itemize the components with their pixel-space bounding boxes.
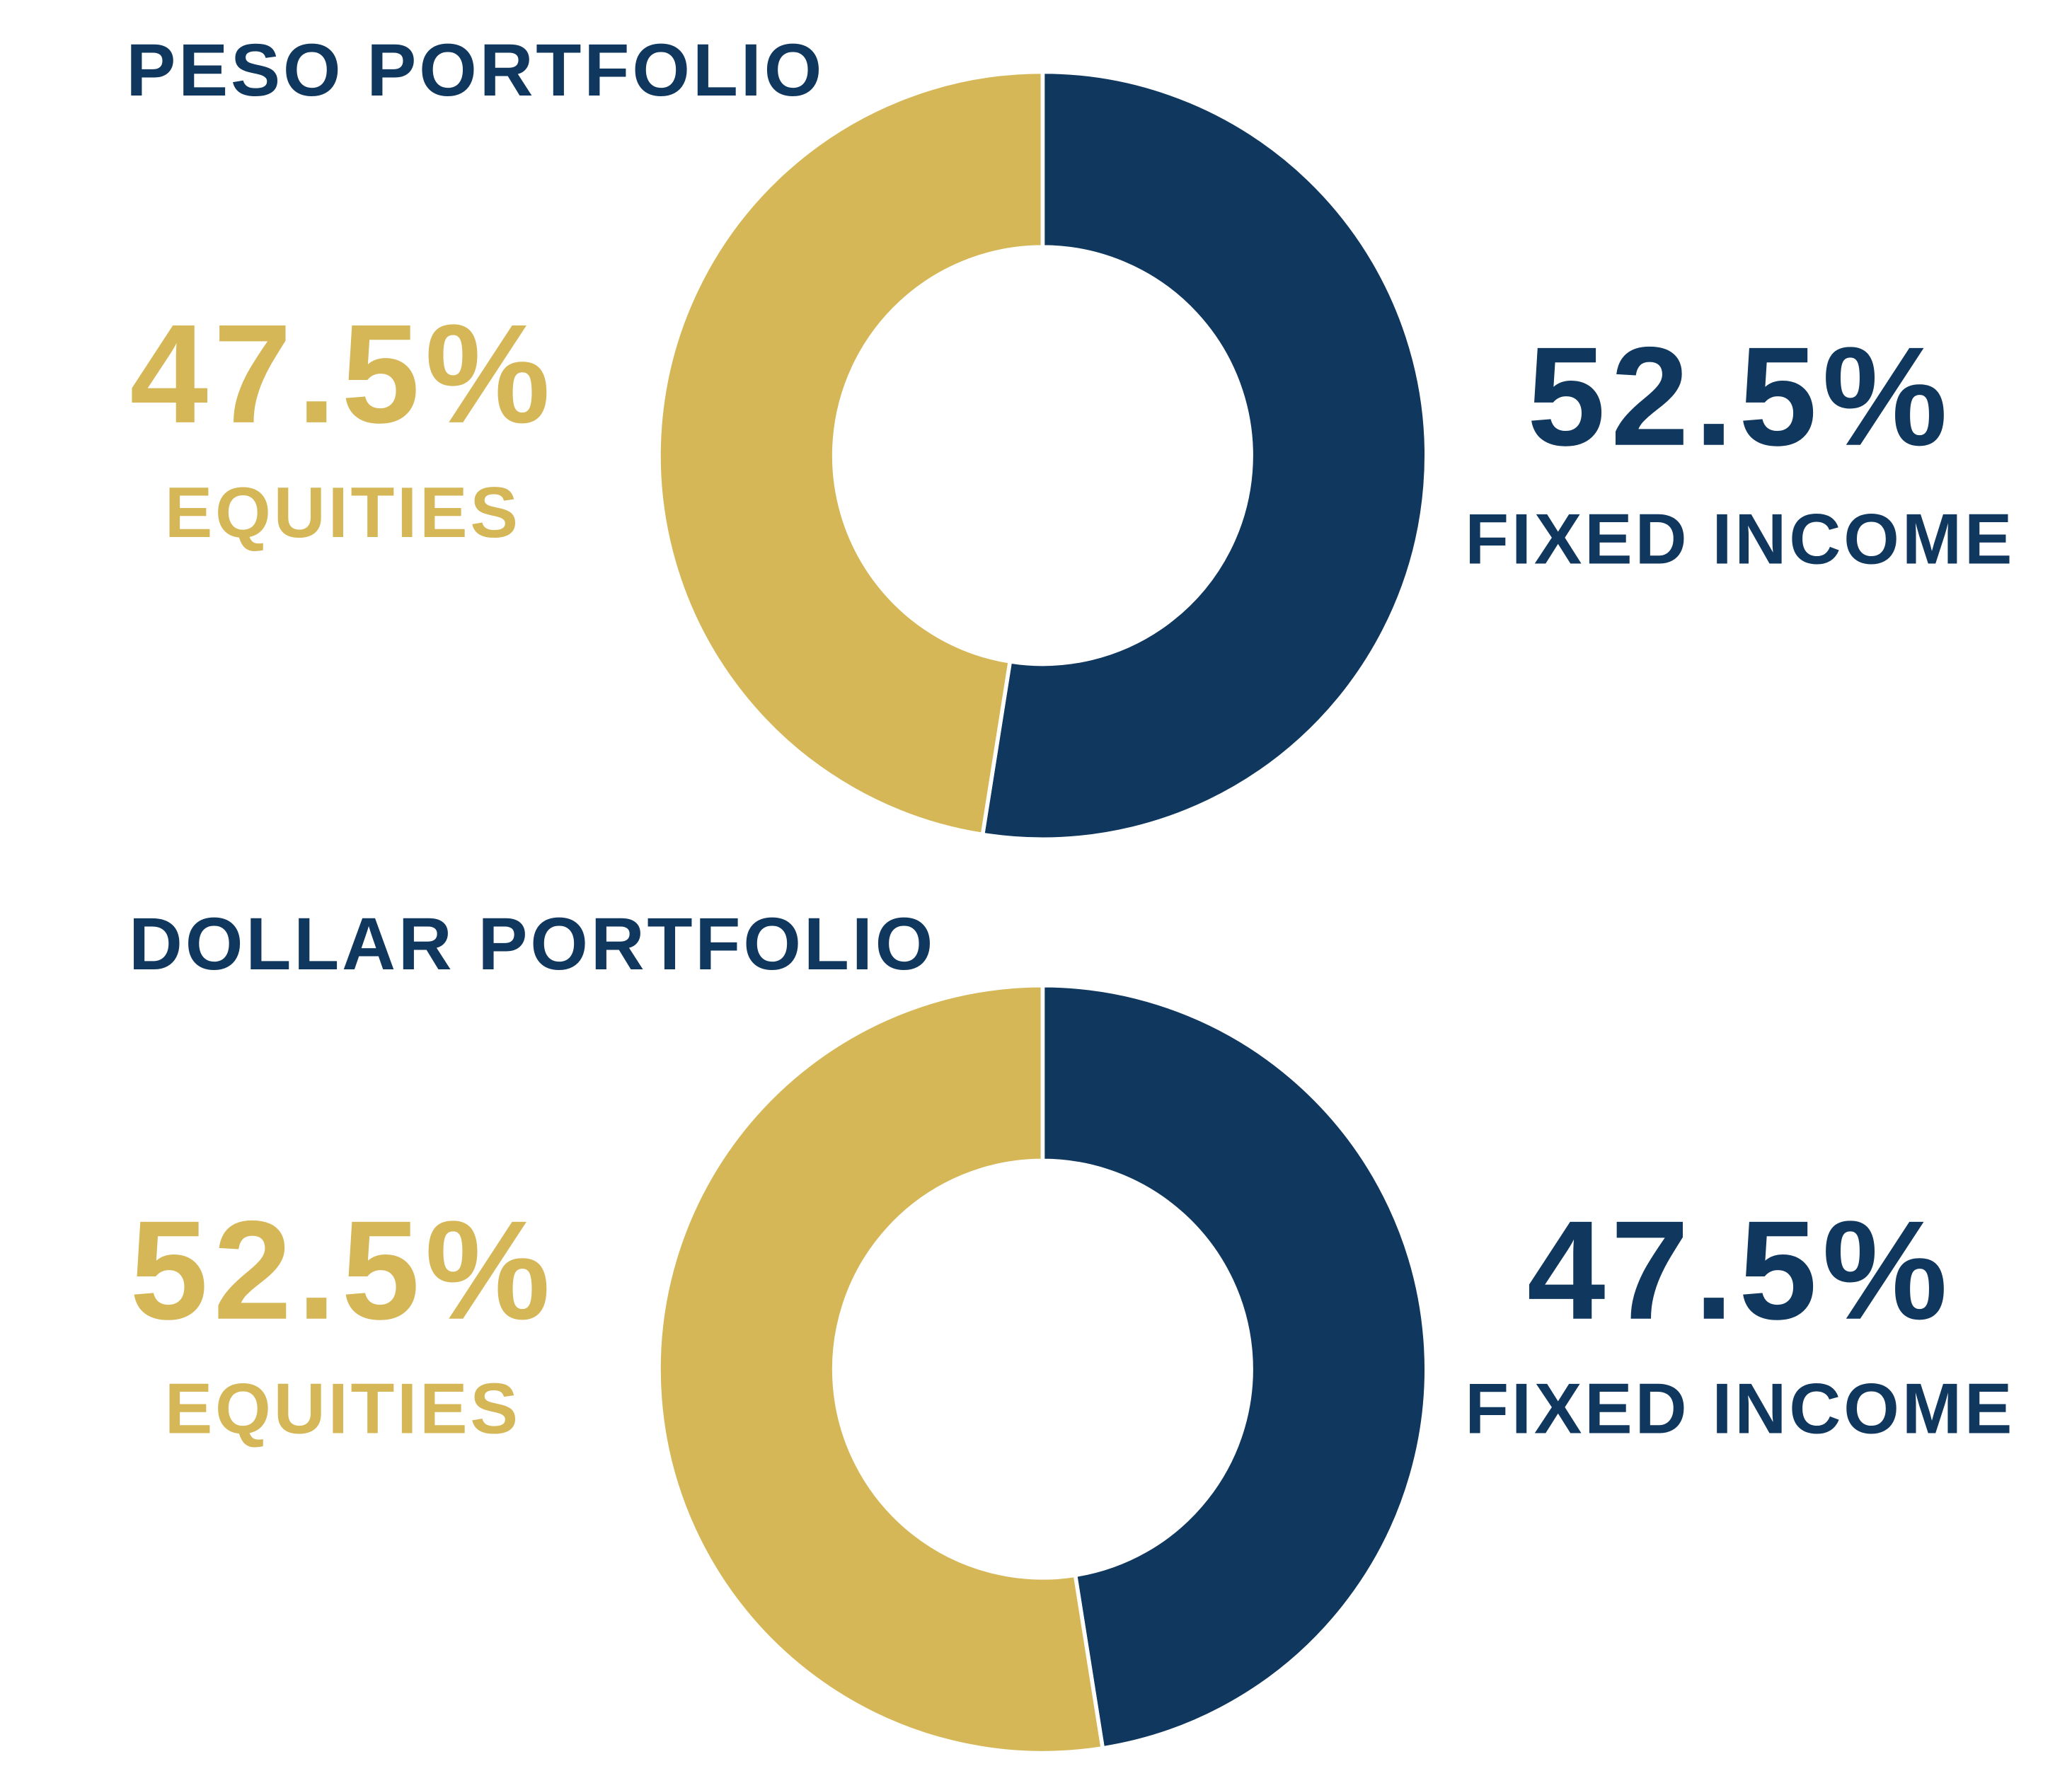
chart-title: DOLLAR PORTFOLIO	[129, 903, 936, 986]
value-label: 47.5%	[1527, 1192, 1953, 1349]
category-label: EQUITIES	[165, 1369, 521, 1449]
value-label: 52.5%	[130, 1192, 556, 1349]
value-label: 47.5%	[130, 296, 556, 453]
category-label: FIXED INCOME	[1465, 1369, 2015, 1449]
chart-title: PESO PORTFOLIO	[126, 29, 824, 112]
category-label: FIXED INCOME	[1465, 499, 2015, 579]
donut-segment	[980, 69, 1429, 841]
value-label: 52.5%	[1527, 318, 1953, 475]
donut-segment	[1040, 983, 1429, 1751]
donut-segment	[657, 69, 1045, 837]
category-label: EQUITIES	[165, 473, 521, 553]
donut-segment	[657, 983, 1105, 1755]
